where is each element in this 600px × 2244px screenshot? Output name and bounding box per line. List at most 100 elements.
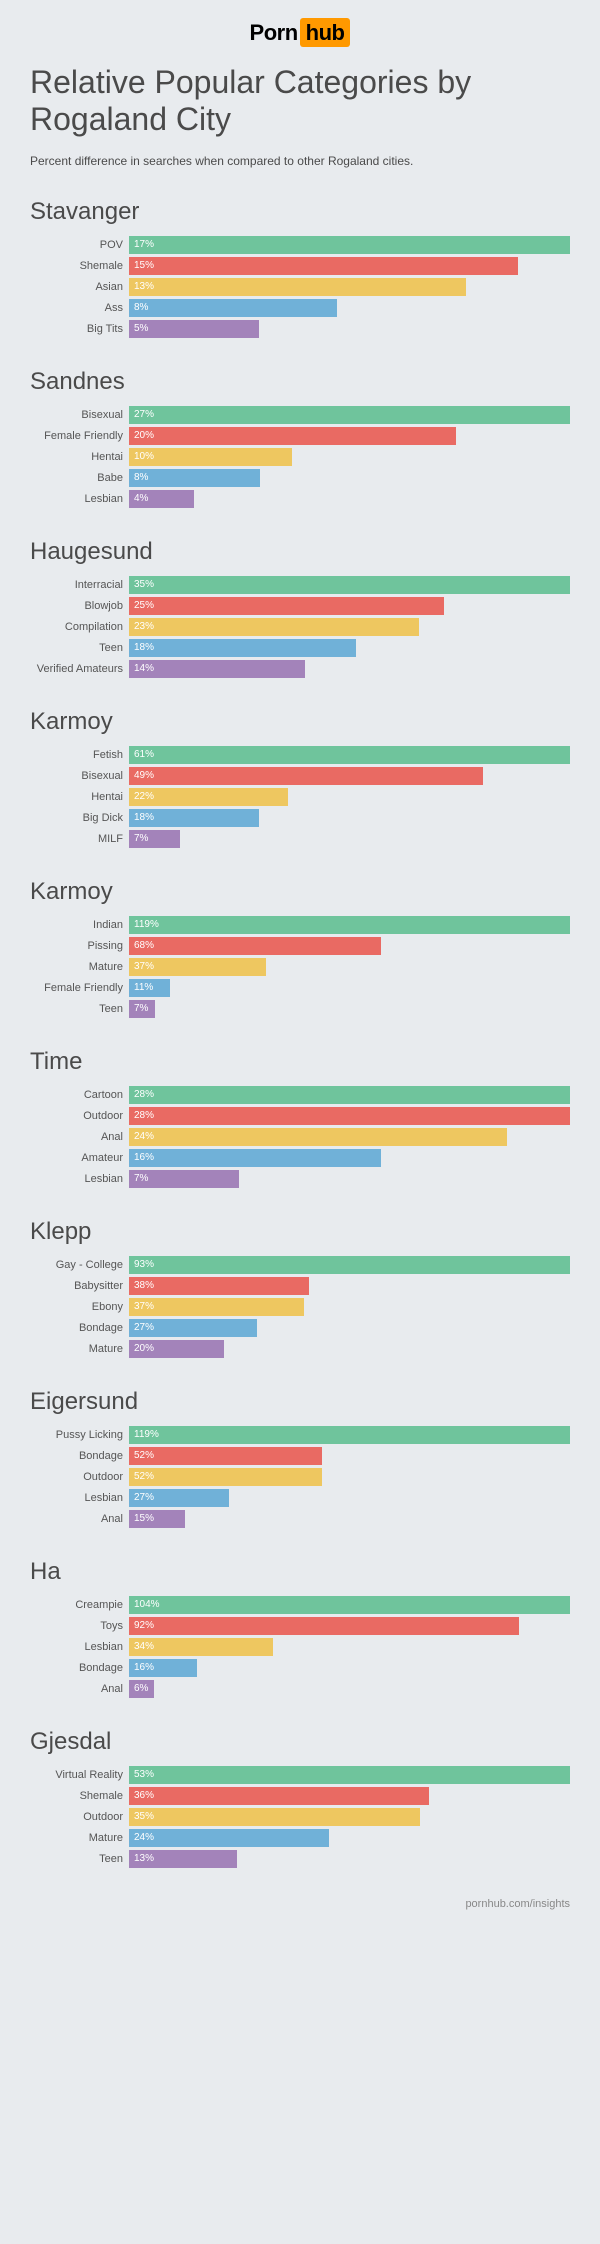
bar-value: 119% (129, 1429, 159, 1440)
bar-row: Creampie104% (30, 1596, 570, 1614)
bar-label: Interracial (30, 579, 129, 591)
bar-fill: 27% (129, 1319, 257, 1337)
bar-value: 14% (129, 663, 154, 674)
bar-value: 7% (129, 833, 148, 844)
bar-value: 18% (129, 642, 154, 653)
bar-track: 22% (129, 788, 570, 806)
bar-fill: 27% (129, 406, 570, 424)
bar-row: Anal6% (30, 1680, 570, 1698)
bar-row: Interracial35% (30, 576, 570, 594)
bar-row: Indian119% (30, 916, 570, 934)
bar-row: Lesbian7% (30, 1170, 570, 1188)
bar-track: 20% (129, 1340, 570, 1358)
bar-label: Bondage (30, 1662, 129, 1674)
bar-fill: 15% (129, 1510, 185, 1528)
bar-label: Shemale (30, 260, 129, 272)
bar-fill: 28% (129, 1086, 570, 1104)
bar-track: 14% (129, 660, 570, 678)
bar-value: 93% (129, 1259, 154, 1270)
bar-fill: 34% (129, 1638, 273, 1656)
bar-row: Bisexual49% (30, 767, 570, 785)
bar-track: 28% (129, 1107, 570, 1125)
bar-row: Babe8% (30, 469, 570, 487)
bar-value: 119% (129, 919, 159, 930)
bar-row: Bondage16% (30, 1659, 570, 1677)
bar-track: 18% (129, 639, 570, 657)
bar-value: 52% (129, 1450, 154, 1461)
bar-value: 25% (129, 600, 154, 611)
bar-fill: 25% (129, 597, 444, 615)
bar-label: Verified Amateurs (30, 663, 129, 675)
bar-value: 28% (129, 1089, 154, 1100)
bar-value: 27% (129, 1492, 154, 1503)
bar-label: Bisexual (30, 770, 129, 782)
footer-credit: pornhub.com/insights (30, 1898, 570, 1910)
bar-track: 4% (129, 490, 570, 508)
bar-fill: 35% (129, 576, 570, 594)
bar-label: Blowjob (30, 600, 129, 612)
bar-fill: 5% (129, 320, 259, 338)
bar-row: Outdoor52% (30, 1468, 570, 1486)
bar-track: 119% (129, 1426, 570, 1444)
bar-track: 7% (129, 830, 570, 848)
bar-label: Lesbian (30, 1492, 129, 1504)
city-name: Ha (30, 1558, 570, 1586)
bar-value: 8% (129, 302, 148, 313)
bar-row: Pussy Licking119% (30, 1426, 570, 1444)
bar-label: Asian (30, 281, 129, 293)
city-name: Gjesdal (30, 1728, 570, 1756)
bar-label: Toys (30, 1620, 129, 1632)
bar-track: 6% (129, 1680, 570, 1698)
bar-row: Ebony37% (30, 1298, 570, 1316)
bar-label: MILF (30, 833, 129, 845)
bar-fill: 17% (129, 236, 570, 254)
bar-label: Mature (30, 1343, 129, 1355)
city-block: GjesdalVirtual Reality53%Shemale36%Outdo… (30, 1728, 570, 1868)
bar-label: Bondage (30, 1450, 129, 1462)
bar-value: 20% (129, 1343, 154, 1354)
bar-value: 24% (129, 1832, 154, 1843)
bar-row: Mature24% (30, 1829, 570, 1847)
bar-label: Pissing (30, 940, 129, 952)
city-name: Eigersund (30, 1388, 570, 1416)
bar-row: Hentai22% (30, 788, 570, 806)
bar-track: 27% (129, 1319, 570, 1337)
bar-track: 20% (129, 427, 570, 445)
bar-fill: 52% (129, 1447, 322, 1465)
bar-fill: 20% (129, 427, 456, 445)
bar-value: 49% (129, 770, 154, 781)
bar-track: 11% (129, 979, 570, 997)
bar-label: Big Tits (30, 323, 129, 335)
bar-track: 8% (129, 299, 570, 317)
bar-fill: 38% (129, 1277, 309, 1295)
bar-value: 11% (129, 982, 153, 993)
bar-track: 17% (129, 236, 570, 254)
bar-fill: 24% (129, 1829, 329, 1847)
bar-value: 104% (129, 1599, 160, 1610)
city-name: Stavanger (30, 198, 570, 226)
bar-label: Babysitter (30, 1280, 129, 1292)
bar-label: Amateur (30, 1152, 129, 1164)
bar-track: 13% (129, 278, 570, 296)
bar-track: 24% (129, 1128, 570, 1146)
bar-value: 23% (129, 621, 154, 632)
bar-row: Big Tits5% (30, 320, 570, 338)
bar-fill: 15% (129, 257, 518, 275)
bar-track: 104% (129, 1596, 570, 1614)
bar-label: Mature (30, 961, 129, 973)
bar-label: Mature (30, 1832, 129, 1844)
bar-value: 38% (129, 1280, 154, 1291)
bar-fill: 7% (129, 830, 180, 848)
bar-value: 35% (129, 579, 154, 590)
bar-track: 25% (129, 597, 570, 615)
bar-value: 24% (129, 1131, 154, 1142)
city-block: HaCreampie104%Toys92%Lesbian34%Bondage16… (30, 1558, 570, 1698)
city-block: HaugesundInterracial35%Blowjob25%Compila… (30, 538, 570, 678)
bar-value: 34% (129, 1641, 154, 1652)
bar-track: 15% (129, 1510, 570, 1528)
bar-fill: 36% (129, 1787, 429, 1805)
bar-row: Outdoor28% (30, 1107, 570, 1125)
bar-fill: 61% (129, 746, 570, 764)
bar-row: Female Friendly20% (30, 427, 570, 445)
bar-label: Anal (30, 1683, 129, 1695)
